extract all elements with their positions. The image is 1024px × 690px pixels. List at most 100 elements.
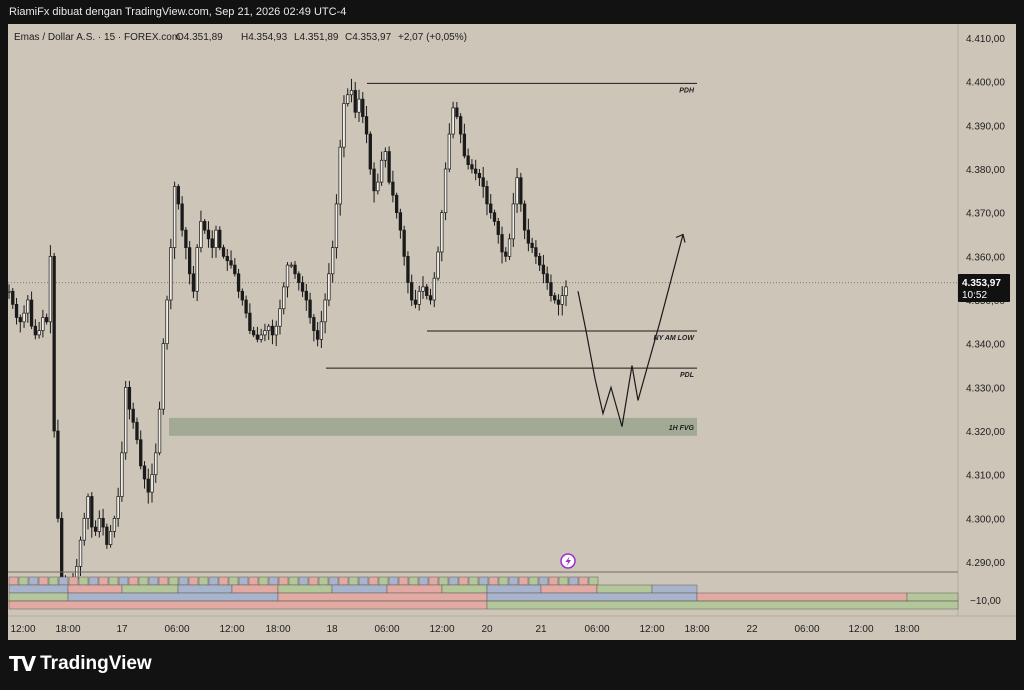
session-bar bbox=[408, 576, 419, 586]
candle-body bbox=[300, 282, 305, 292]
candle-body bbox=[496, 221, 500, 235]
session-bar bbox=[348, 576, 359, 586]
candle-body bbox=[410, 282, 414, 301]
candle-body bbox=[7, 290, 11, 293]
candle-body bbox=[394, 194, 399, 214]
session-bar bbox=[67, 584, 123, 594]
price-tick-label: 4.370,00 bbox=[966, 209, 1005, 220]
candle-body bbox=[556, 299, 561, 305]
price-levels: PDH NY AM LOW PDL bbox=[326, 82, 697, 379]
candle-body bbox=[240, 290, 244, 301]
candle-body bbox=[458, 116, 463, 135]
time-tick-label: 06:00 bbox=[374, 624, 399, 635]
session-bar bbox=[248, 576, 259, 586]
session-bar bbox=[98, 576, 109, 586]
session-bar bbox=[508, 576, 519, 586]
candle-body bbox=[530, 242, 534, 248]
candle-body bbox=[289, 264, 293, 267]
session-bar bbox=[441, 584, 488, 594]
session-bar bbox=[138, 576, 149, 586]
session-bar bbox=[388, 576, 399, 586]
session-bar bbox=[418, 576, 429, 586]
session-bar bbox=[368, 576, 379, 586]
price-tick-label: 4.410,00 bbox=[966, 34, 1005, 45]
candle-body bbox=[146, 478, 150, 493]
candle-body bbox=[210, 238, 214, 248]
price-tick-label: 4.340,00 bbox=[966, 340, 1005, 351]
session-bar bbox=[478, 576, 489, 586]
candle-body bbox=[127, 386, 132, 410]
price-tag-box bbox=[958, 274, 1010, 302]
candle-body bbox=[259, 334, 263, 340]
candle-body bbox=[538, 255, 542, 266]
candle-body bbox=[387, 151, 391, 183]
candle-body bbox=[451, 107, 455, 135]
session-bar bbox=[28, 576, 39, 586]
session-bar bbox=[218, 576, 229, 586]
candle-body bbox=[515, 177, 519, 205]
candle-body bbox=[112, 517, 117, 532]
alert-marker[interactable] bbox=[560, 553, 576, 569]
candle-body bbox=[421, 286, 425, 292]
session-bar bbox=[67, 592, 279, 602]
legend-low: L4.351,89 bbox=[294, 32, 339, 43]
tradingview-wordmark: TradingView bbox=[40, 653, 152, 674]
candle-body bbox=[402, 229, 406, 257]
candle-body bbox=[124, 386, 128, 454]
price-axis-panel[interactable] bbox=[958, 24, 1016, 616]
candle-body bbox=[56, 430, 60, 519]
level-label: PDH bbox=[679, 87, 695, 94]
session-bar bbox=[540, 584, 598, 594]
session-bar bbox=[78, 576, 89, 586]
candle-body bbox=[553, 295, 557, 301]
fvg-zone-rect bbox=[169, 417, 697, 436]
legend-high: H4.354,93 bbox=[241, 32, 288, 43]
candle-body bbox=[225, 255, 229, 262]
candle-body bbox=[315, 330, 320, 340]
candle-body bbox=[417, 290, 421, 305]
candle-body bbox=[534, 247, 538, 257]
session-bar bbox=[298, 576, 309, 586]
session-bar bbox=[288, 576, 299, 586]
session-bar bbox=[8, 600, 488, 610]
candle-body bbox=[90, 496, 94, 528]
price-chart[interactable]: 4.410,00 4.400,00 4.390,00 4.380,00 4.370,00… bbox=[0, 24, 1024, 640]
chart-background bbox=[8, 24, 1016, 640]
candle-body bbox=[334, 203, 339, 248]
session-bar bbox=[488, 576, 499, 586]
session-bar bbox=[428, 576, 439, 586]
candle-body bbox=[97, 517, 101, 532]
price-tick-label: 4.390,00 bbox=[966, 121, 1005, 132]
session-bar bbox=[168, 576, 179, 586]
candle-body bbox=[120, 452, 124, 497]
candle-body bbox=[470, 164, 474, 170]
session-bar bbox=[277, 592, 488, 602]
session-bar bbox=[118, 576, 129, 586]
session-bar bbox=[696, 592, 908, 602]
price-tick-label: 4.400,00 bbox=[966, 78, 1005, 89]
session-bar bbox=[318, 576, 329, 586]
candle-body bbox=[383, 151, 388, 161]
session-bar bbox=[518, 576, 529, 586]
time-tick-label: 18 bbox=[326, 624, 338, 635]
session-bar bbox=[48, 576, 59, 586]
time-tick-label: 12:00 bbox=[639, 624, 664, 635]
session-bar bbox=[558, 576, 569, 586]
legend-change: +2,07 (+0,05%) bbox=[398, 32, 467, 43]
time-tick-label: 06:00 bbox=[584, 624, 609, 635]
candle-body bbox=[492, 212, 497, 222]
session-bar bbox=[568, 576, 579, 586]
price-tag-countdown: 10:52 bbox=[962, 290, 987, 301]
candle-body bbox=[541, 264, 546, 275]
candle-body bbox=[157, 408, 162, 454]
candle-body bbox=[60, 517, 64, 585]
time-tick-label: 06:00 bbox=[794, 624, 819, 635]
time-tick-label: 20 bbox=[481, 624, 493, 635]
candle-body bbox=[11, 290, 15, 305]
tradingview-logo[interactable]: TV TradingView bbox=[9, 652, 152, 676]
candle-body bbox=[353, 90, 357, 113]
candle-body bbox=[432, 277, 436, 301]
candle-body bbox=[364, 116, 369, 135]
candle-body bbox=[338, 146, 342, 205]
candle-body bbox=[248, 312, 252, 331]
